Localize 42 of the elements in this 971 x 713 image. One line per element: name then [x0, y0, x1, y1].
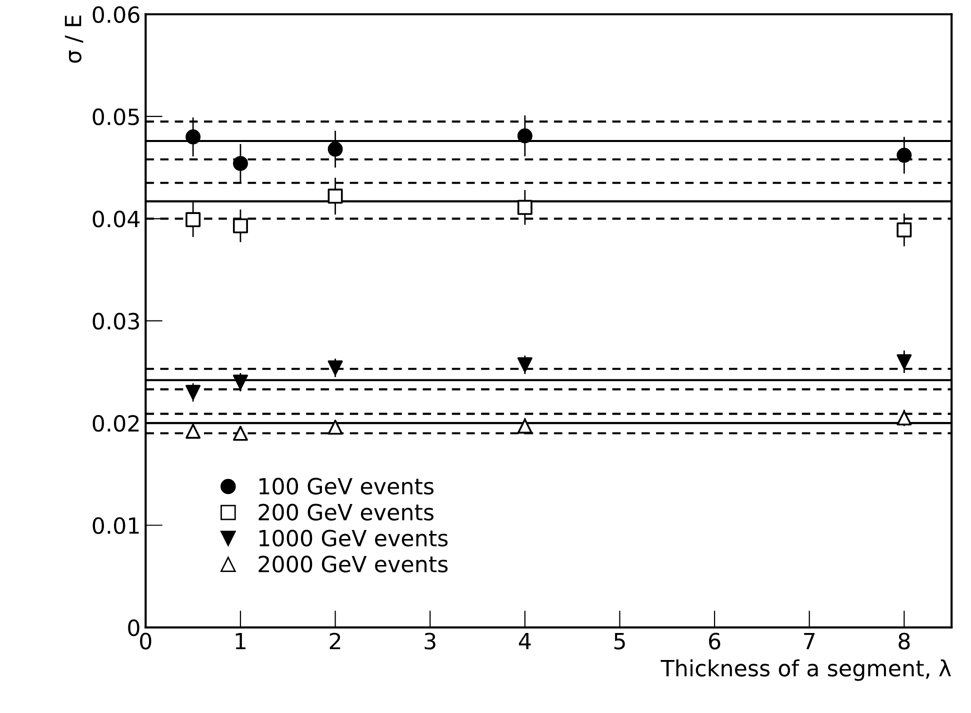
legend-label: 100 GeV events: [260, 478, 434, 495]
point: [896, 354, 912, 370]
point: [328, 420, 343, 435]
legend-label: 1000 GeV events: [260, 530, 448, 547]
point: [186, 424, 201, 439]
point: [186, 384, 201, 400]
point: [328, 360, 343, 376]
legend-label: 200 GeV events: [258, 504, 434, 521]
point: [186, 212, 201, 228]
x-tick-label: 2: [330, 632, 340, 650]
point: [896, 148, 912, 163]
x-tick-label: 0: [140, 632, 152, 650]
y-tick-label: 0.02: [92, 414, 139, 432]
point: [517, 128, 532, 144]
y-tick-label: 0.05: [92, 108, 139, 126]
legend-label: 2000 GeV events: [258, 556, 448, 572]
point: [896, 410, 912, 426]
point: [896, 222, 912, 238]
x-tick-label: 7: [804, 632, 815, 650]
point: [232, 374, 248, 390]
point: [232, 156, 248, 171]
y-tick-label: 0.03: [92, 312, 140, 330]
x-axis-title: Thickness of a segment, λ: [660, 659, 951, 681]
y-tick-label: 0: [128, 619, 140, 636]
y-tick-label: 0.04: [92, 210, 140, 228]
point: [232, 218, 248, 234]
point: [517, 418, 532, 434]
x-tick-label: 1: [236, 632, 246, 650]
point: [328, 188, 343, 204]
x-tick-label: 4: [518, 632, 531, 650]
y-axis-title: σ / E: [64, 16, 84, 63]
point: [328, 142, 343, 157]
x-tick-label: 8: [898, 632, 910, 650]
x-tick-label: 5: [614, 632, 625, 650]
x-tick-label: 6: [709, 632, 720, 650]
point: [232, 426, 248, 441]
point: [517, 357, 532, 372]
point: [517, 200, 532, 215]
point: [186, 129, 201, 144]
y-tick-label: 0.01: [92, 517, 139, 534]
y-tick-label: 0.06: [92, 6, 140, 24]
x-tick-label: 3: [424, 632, 436, 650]
